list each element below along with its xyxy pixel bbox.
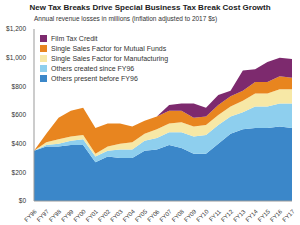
svg-text:$1,200: $1,200: [8, 25, 26, 32]
html-text:Single Sales Factor for Mutual: Single Sales Factor for Mutual Funds: [51, 44, 167, 52]
svg-text:FY17: FY17: [281, 208, 292, 223]
svg-text:$400: $400: [12, 140, 27, 147]
svg-text:FY12: FY12: [220, 208, 235, 223]
svg-text:$200: $200: [12, 169, 27, 176]
svg-text:$1,000: $1,000: [8, 54, 26, 61]
svg-text:FY10: FY10: [195, 208, 210, 223]
svg-text:FY02: FY02: [97, 208, 112, 223]
svg-text:$800: $800: [12, 83, 27, 90]
svg-text:FY07: FY07: [158, 208, 173, 223]
svg-text:$0: $0: [19, 197, 27, 204]
html-text:Others present before FY96: Others present before FY96: [51, 74, 138, 82]
html-text:New Tax Breaks Drive Special B: New Tax Breaks Drive Special Business Ta…: [29, 3, 271, 12]
svg-text:FY09: FY09: [183, 208, 198, 223]
svg-text:FY06: FY06: [146, 208, 161, 223]
html-text:Film Tax Credit: Film Tax Credit: [51, 34, 98, 42]
svg-text:FY15: FY15: [257, 208, 272, 223]
svg-text:FY14: FY14: [244, 208, 259, 223]
svg-text:FY00: FY00: [72, 208, 87, 223]
svg-text:$600: $600: [12, 111, 27, 118]
svg-text:FY04: FY04: [122, 208, 137, 223]
svg-text:FY05: FY05: [134, 208, 149, 223]
svg-text:FY03: FY03: [109, 208, 124, 223]
svg-text:FY08: FY08: [171, 208, 186, 223]
svg-text:FY11: FY11: [207, 208, 222, 223]
svg-text:FY98: FY98: [48, 208, 63, 223]
html-text:Annual revenue losses in milli: Annual revenue losses in millions (infla…: [34, 15, 218, 22]
svg-text:FY13: FY13: [232, 208, 247, 223]
html-text:Others created since FY96: Others created since FY96: [51, 64, 135, 72]
svg-text:FY97: FY97: [36, 208, 51, 223]
svg-text:FY96: FY96: [23, 208, 38, 223]
html-text:Single Sales Factor for Manufa: Single Sales Factor for Manufacturing: [51, 54, 169, 62]
svg-text:FY99: FY99: [60, 208, 75, 223]
svg-text:FY16: FY16: [269, 208, 284, 223]
svg-text:FY01: FY01: [85, 208, 100, 223]
